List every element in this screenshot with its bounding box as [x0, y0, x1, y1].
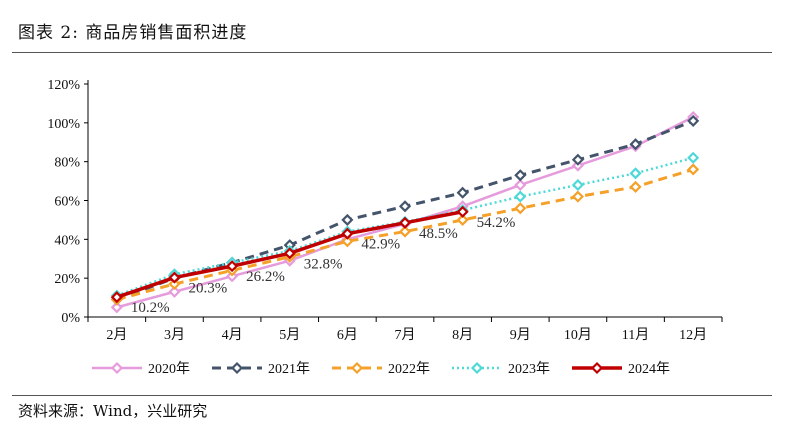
data-point	[687, 114, 700, 127]
x-tick-label: 9月	[510, 327, 531, 343]
bottom-rule	[12, 395, 772, 396]
y-tick-label: 20%	[54, 272, 80, 287]
y-tick-label: 0%	[61, 311, 80, 326]
data-point	[629, 167, 642, 180]
x-tick-label: 12月	[679, 327, 707, 343]
data-point	[398, 225, 412, 238]
data-label: 26.2%	[246, 269, 285, 285]
x-tick-label: 3月	[164, 327, 185, 343]
data-point	[514, 202, 527, 215]
x-tick-label: 10月	[564, 327, 592, 343]
data-point	[571, 190, 584, 203]
data-point	[629, 138, 642, 151]
data-point	[283, 247, 296, 260]
x-tick-label: 8月	[452, 327, 473, 343]
x-tick-label: 11月	[622, 327, 649, 343]
data-point	[514, 169, 527, 182]
legend-label: 2020年	[148, 361, 190, 377]
data-point	[226, 260, 239, 273]
y-tick-label: 60%	[54, 195, 80, 210]
y-tick-label: 40%	[54, 233, 80, 248]
legend-marker	[350, 361, 364, 375]
y-tick-label: 100%	[47, 117, 80, 132]
data-point	[514, 178, 527, 192]
data-point	[341, 227, 354, 240]
data-point	[168, 271, 181, 284]
data-point	[110, 301, 123, 314]
data-point	[687, 163, 700, 176]
legend-label: 2022年	[388, 361, 430, 377]
x-tick-label: 6月	[337, 327, 358, 343]
x-tick-label: 7月	[395, 327, 416, 343]
data-point	[398, 200, 412, 213]
data-point	[168, 277, 181, 291]
x-tick-label: 5月	[279, 327, 300, 343]
data-label: 10.2%	[131, 300, 170, 316]
data-point	[456, 205, 469, 218]
data-point	[110, 291, 123, 304]
legend-label: 2024年	[628, 361, 670, 377]
legend-marker	[110, 361, 124, 375]
data-point	[456, 213, 469, 226]
data-label: 20.3%	[188, 281, 227, 297]
data-point	[571, 153, 584, 166]
data-point	[571, 178, 584, 192]
data-point	[514, 190, 527, 203]
data-label: 54.2%	[477, 215, 516, 231]
data-point	[456, 186, 469, 199]
data-label: 42.9%	[361, 237, 400, 253]
figure-title: 图表 2: 商品房销售面积进度	[18, 23, 248, 43]
top-rule	[12, 52, 772, 53]
legend-marker	[590, 361, 604, 375]
data-point	[168, 285, 181, 298]
data-point	[398, 216, 412, 229]
series-line-2023年	[116, 156, 694, 297]
data-point	[341, 235, 354, 248]
legend-marker	[230, 361, 244, 375]
source-note: 资料来源：Wind，兴业研究	[18, 402, 208, 420]
data-point	[341, 213, 354, 226]
y-tick-label: 120%	[47, 78, 80, 93]
legend-label: 2021年	[268, 361, 310, 377]
data-point	[687, 151, 700, 164]
y-tick-label: 80%	[54, 156, 80, 171]
x-tick-label: 2月	[106, 327, 127, 343]
data-point	[629, 180, 642, 193]
data-label: 32.8%	[304, 256, 343, 272]
legend-marker	[470, 361, 484, 375]
legend-label: 2023年	[508, 361, 550, 377]
data-label: 48.5%	[419, 226, 458, 242]
x-tick-label: 4月	[222, 327, 243, 343]
